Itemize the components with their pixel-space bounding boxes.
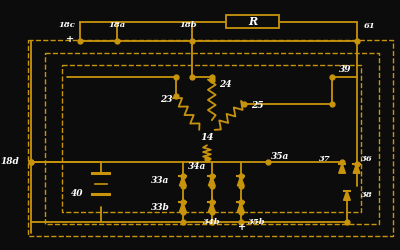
Polygon shape <box>237 202 244 212</box>
Text: 38: 38 <box>361 192 373 200</box>
Text: 33a: 33a <box>151 176 169 186</box>
Text: 34a: 34a <box>188 162 206 171</box>
Polygon shape <box>180 176 186 186</box>
Text: 36: 36 <box>361 155 373 163</box>
Text: 34b: 34b <box>203 218 220 226</box>
Text: 24: 24 <box>219 80 232 89</box>
Polygon shape <box>353 164 360 173</box>
Text: 39: 39 <box>339 66 352 74</box>
Text: 18a: 18a <box>109 20 126 28</box>
Text: 23: 23 <box>160 96 173 104</box>
Text: +: + <box>66 34 74 43</box>
Polygon shape <box>344 191 350 200</box>
Text: 37: 37 <box>319 155 330 163</box>
Text: 61: 61 <box>364 22 376 30</box>
Text: 18d: 18d <box>0 157 19 166</box>
Text: +: + <box>238 223 246 232</box>
Text: 35a: 35a <box>271 152 289 161</box>
Text: 18c: 18c <box>59 20 76 28</box>
Polygon shape <box>208 176 215 186</box>
Polygon shape <box>208 202 215 212</box>
Polygon shape <box>180 202 186 212</box>
Text: 40: 40 <box>71 188 83 198</box>
Text: 25: 25 <box>251 101 263 110</box>
Text: R: R <box>248 16 258 27</box>
Text: 18b: 18b <box>180 20 198 28</box>
Polygon shape <box>237 176 244 186</box>
Text: 14: 14 <box>200 133 214 142</box>
Polygon shape <box>339 164 346 173</box>
Bar <box>226 15 279 28</box>
Text: 35b: 35b <box>248 218 266 226</box>
Text: 33b: 33b <box>150 202 169 211</box>
